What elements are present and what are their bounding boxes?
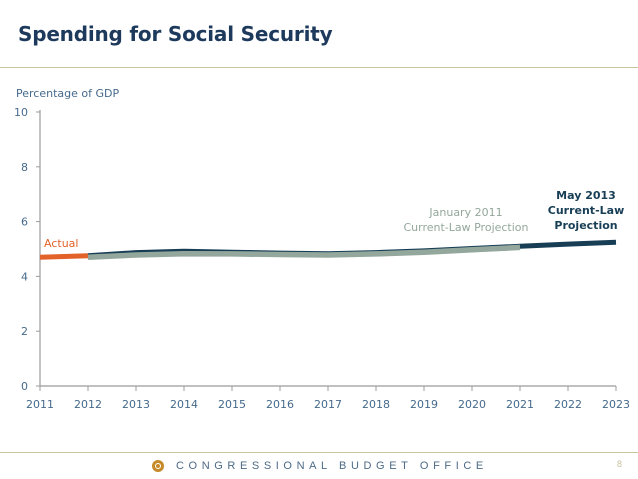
x-tick-label: 2023 bbox=[602, 398, 630, 411]
x-tick-label: 2017 bbox=[314, 398, 342, 411]
chart-tick-labels: Percentage of GDP 0 2 4 6 8 10 2011 2012 2013 2014… bbox=[14, 87, 630, 411]
x-tick-label: 2015 bbox=[218, 398, 246, 411]
annotation-may-2013-current-law-projection: May 2013 Current-Law Projection bbox=[548, 189, 624, 232]
annotation-line: Current-Law bbox=[548, 204, 624, 217]
footer: CONGRESSIONAL BUDGET OFFICE bbox=[152, 458, 488, 474]
y-tick-label: 2 bbox=[21, 325, 28, 338]
x-tick-label: 2012 bbox=[74, 398, 102, 411]
chart-annotations: Actual January 2011 Current-Law Projection… bbox=[44, 189, 624, 250]
series-line-actual bbox=[39, 253, 89, 260]
annotation-january-2011-current-law-projection: January 2011 Current-Law Projection bbox=[403, 206, 528, 234]
annotation-line: January 2011 bbox=[428, 206, 502, 219]
x-tick-label: 2020 bbox=[458, 398, 486, 411]
x-tick-label: 2018 bbox=[362, 398, 390, 411]
cbo-logo-icon bbox=[152, 460, 164, 472]
page-number: 8 bbox=[616, 459, 622, 469]
chart-series bbox=[39, 239, 617, 260]
annotation-line: Current-Law Projection bbox=[403, 221, 528, 234]
x-tick-label: 2016 bbox=[266, 398, 294, 411]
y-tick-label: 8 bbox=[21, 161, 28, 174]
x-tick-label: 2022 bbox=[554, 398, 582, 411]
y-tick-label: 4 bbox=[21, 270, 28, 283]
x-tick-label: 2021 bbox=[506, 398, 534, 411]
annotation-line: Actual bbox=[44, 237, 78, 250]
y-tick-label: 10 bbox=[14, 106, 28, 119]
annotation-actual: Actual bbox=[44, 237, 78, 250]
x-tick-label: 2019 bbox=[410, 398, 438, 411]
y-axis-label: Percentage of GDP bbox=[16, 87, 119, 100]
footer-divider bbox=[0, 452, 638, 453]
y-tick-label: 6 bbox=[21, 216, 28, 229]
title-divider bbox=[0, 67, 638, 68]
series-line-january-2011-current-law-projection bbox=[87, 244, 521, 260]
y-tick-label: 0 bbox=[21, 380, 28, 393]
x-tick-label: 2014 bbox=[170, 398, 198, 411]
x-tick-label: 2011 bbox=[26, 398, 54, 411]
annotation-line: Projection bbox=[554, 219, 617, 232]
spending-line-chart: Percentage of GDP 0 2 4 6 8 10 2011 2012 2013 2014… bbox=[14, 87, 630, 411]
slide-title: Spending for Social Security bbox=[18, 22, 333, 46]
chart-axes bbox=[36, 110, 617, 391]
footer-org-name: CONGRESSIONAL BUDGET OFFICE bbox=[176, 460, 488, 472]
x-tick-label: 2013 bbox=[122, 398, 150, 411]
annotation-line: May 2013 bbox=[556, 189, 616, 202]
